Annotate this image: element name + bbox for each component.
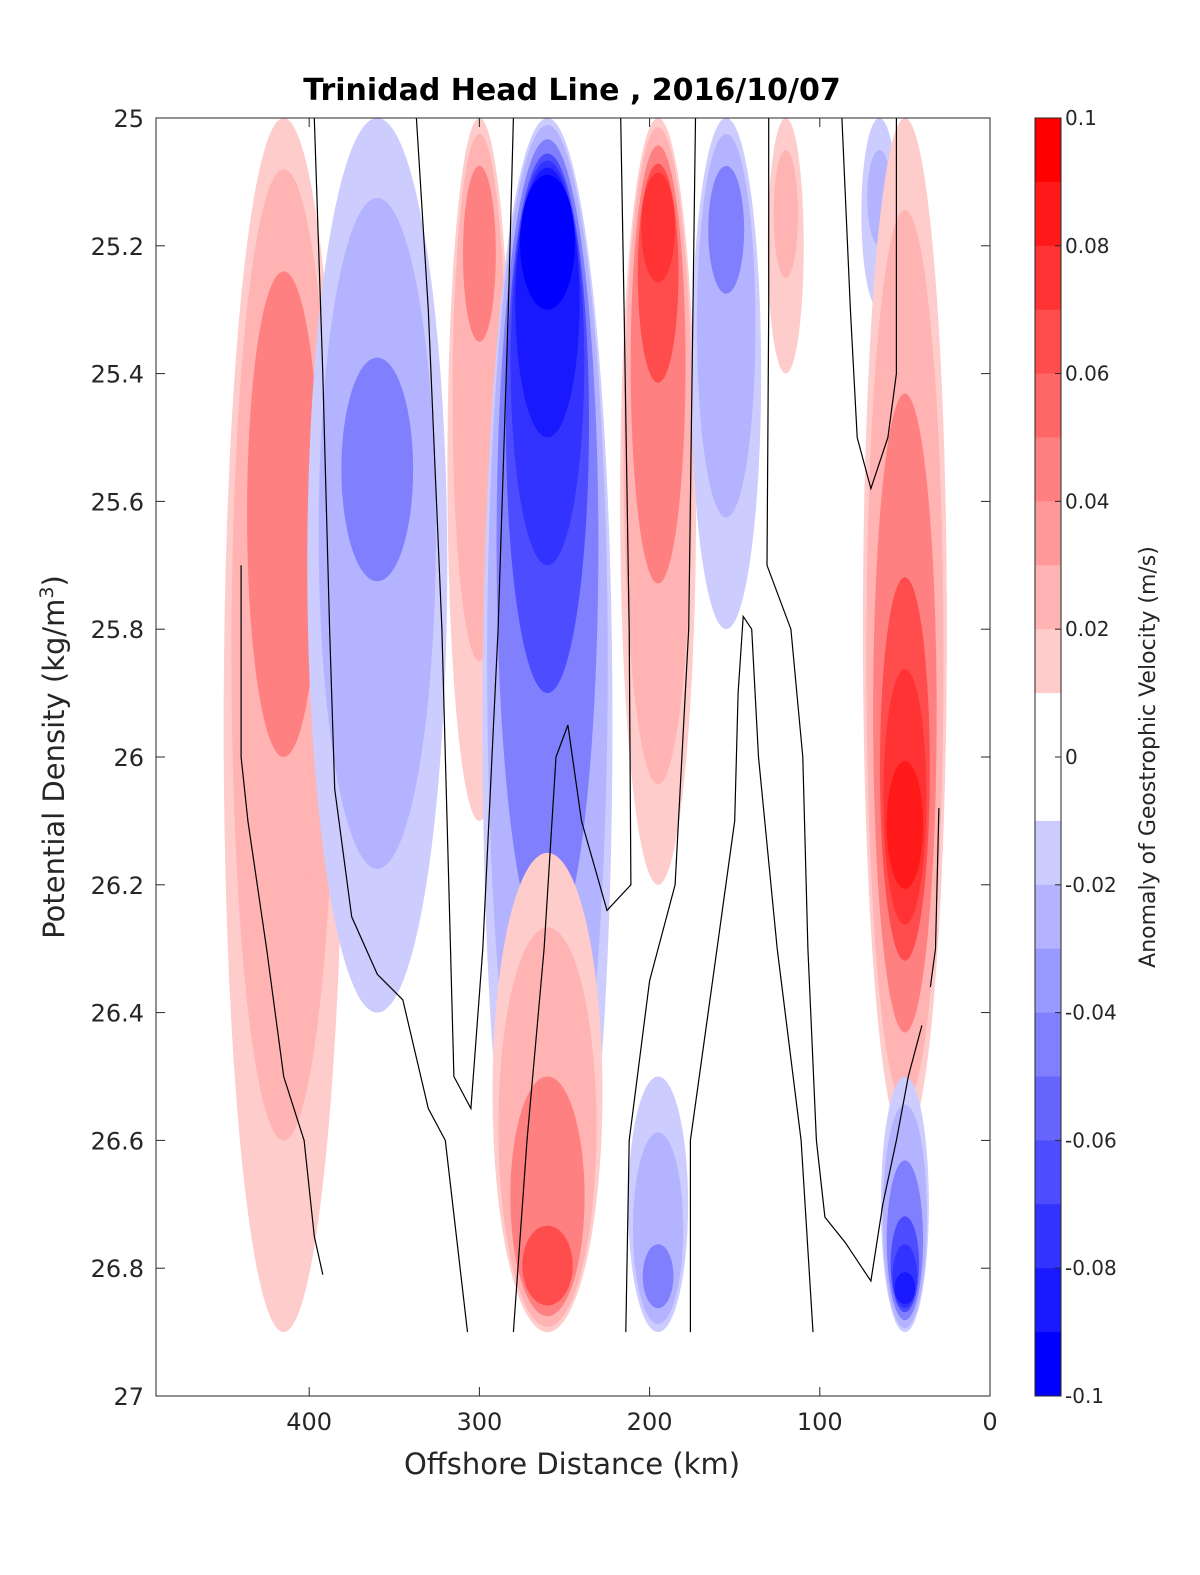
colorbar-tick-label: 0.04 bbox=[1065, 489, 1110, 513]
contour-level bbox=[462, 165, 496, 342]
y-axis: 25 25.2 25.4 25.6 25.8 26 26.2 26.4 26.6 26.8 27 bbox=[91, 105, 990, 1411]
zero-contour-line bbox=[625, 118, 697, 1333]
colorbar-segment bbox=[1035, 1140, 1061, 1205]
colorbar-segment bbox=[1035, 565, 1061, 630]
y-tick-label: 26.4 bbox=[91, 1000, 144, 1028]
anomaly-negative-core-50km-deep bbox=[880, 1076, 929, 1333]
anomaly-positive-core-260km-deep bbox=[492, 852, 603, 1333]
x-tick-label: 400 bbox=[286, 1408, 332, 1436]
anomaly-negative-band-155km bbox=[691, 118, 762, 630]
colorbar-segment bbox=[1035, 820, 1061, 886]
y-tick-label: 25.6 bbox=[91, 488, 144, 516]
y-tick-label: 26.8 bbox=[91, 1255, 144, 1283]
y-axis-label: Potential Density (kg/m3) bbox=[36, 575, 71, 939]
x-tick-label: 100 bbox=[797, 1408, 843, 1436]
colorbar-tick-label: 0.1 bbox=[1065, 106, 1097, 130]
anomaly-negative-band-195km-deep bbox=[628, 1076, 689, 1333]
contour-level bbox=[894, 1272, 916, 1305]
x-tick-label: 200 bbox=[627, 1408, 673, 1436]
y-axis-label-main: Potential Density (kg/m bbox=[37, 599, 71, 939]
chart-title: Trinidad Head Line , 2016/10/07 bbox=[303, 73, 840, 108]
contour-level bbox=[341, 357, 414, 582]
contour-level bbox=[642, 1244, 674, 1309]
y-axis-label-superscript: 3 bbox=[36, 586, 58, 598]
x-axis: 400 300 200 100 0 bbox=[286, 118, 998, 1436]
colorbar-segment bbox=[1035, 1204, 1061, 1269]
colorbar-segment bbox=[1035, 501, 1061, 566]
colorbar-segment bbox=[1035, 1268, 1061, 1333]
contour-level bbox=[708, 165, 745, 294]
colorbar-tick-label: 0.02 bbox=[1065, 617, 1110, 641]
colorbar-frame bbox=[1034, 117, 1062, 1397]
contour-level bbox=[520, 174, 575, 310]
x-tick-label: 300 bbox=[456, 1408, 502, 1436]
colorbar-segment bbox=[1035, 1332, 1061, 1397]
y-tick-label: 25.8 bbox=[91, 616, 144, 644]
colorbar-segment bbox=[1035, 693, 1061, 758]
anomaly-positive-band-120km bbox=[767, 118, 804, 374]
zero-contour-line bbox=[689, 614, 814, 1333]
y-tick-label: 27 bbox=[113, 1383, 144, 1411]
contour-level bbox=[641, 172, 675, 283]
colorbar-segment bbox=[1035, 1012, 1061, 1077]
colorbar-tick-label: 0.08 bbox=[1065, 234, 1110, 258]
colorbar-label: Anomaly of Geostrophic Velocity (m/s) bbox=[1136, 546, 1161, 968]
contour-level bbox=[886, 760, 924, 889]
colorbar-tick-label: 0.06 bbox=[1065, 362, 1110, 386]
y-tick-label: 26.6 bbox=[91, 1127, 144, 1155]
colorbar-segment bbox=[1035, 245, 1061, 311]
y-tick-label: 25.2 bbox=[91, 233, 144, 261]
x-tick-label: 0 bbox=[982, 1408, 997, 1436]
colorbar-segment bbox=[1035, 309, 1061, 375]
colorbar-segment bbox=[1035, 118, 1061, 183]
colorbar-segment bbox=[1035, 1076, 1061, 1141]
y-tick-label: 26 bbox=[113, 744, 144, 772]
colorbar-tick-label: 0 bbox=[1065, 745, 1078, 769]
colorbar-segment bbox=[1035, 948, 1061, 1014]
colorbar-segment bbox=[1035, 373, 1061, 438]
contour-level bbox=[522, 1225, 573, 1306]
anomaly-negative-band-360km bbox=[307, 118, 448, 1013]
zero-contour-line bbox=[415, 118, 514, 1111]
colorbar: 0.1 0.08 0.06 0.04 0.02 0 -0.02 -0.04 -0.06 -0.08… bbox=[1035, 106, 1117, 1408]
anomaly-positive-core-195km bbox=[620, 118, 697, 885]
colorbar-tick-label: -0.04 bbox=[1065, 1001, 1117, 1025]
colorbar-segment bbox=[1035, 884, 1061, 950]
plot-area bbox=[223, 118, 947, 1333]
colorbar-segment bbox=[1035, 757, 1061, 822]
anomaly-fields bbox=[223, 118, 947, 1333]
zero-contour-line bbox=[313, 118, 469, 1333]
zero-contours bbox=[240, 118, 940, 1333]
y-tick-label: 25.4 bbox=[91, 361, 144, 389]
zero-contour-line bbox=[512, 118, 632, 1333]
colorbar-segment bbox=[1035, 629, 1061, 694]
colorbar-segment bbox=[1035, 181, 1061, 247]
anomaly-positive-core-50km bbox=[862, 118, 947, 1141]
colorbar-tick-label: -0.02 bbox=[1065, 873, 1117, 897]
colorbar-tick-label: -0.08 bbox=[1065, 1256, 1117, 1280]
colorbar-segment bbox=[1035, 437, 1061, 502]
y-tick-label: 25 bbox=[113, 105, 144, 133]
contour-level bbox=[254, 322, 313, 566]
contour-level bbox=[773, 149, 798, 278]
zero-contour-line bbox=[929, 808, 940, 988]
y-tick-label: 26.2 bbox=[91, 872, 144, 900]
colorbar-tick-label: -0.06 bbox=[1065, 1128, 1117, 1152]
zero-contour-line bbox=[766, 118, 923, 1283]
colorbar-tick-label: -0.1 bbox=[1065, 1384, 1104, 1408]
zero-contour-line bbox=[240, 565, 324, 1275]
y-axis-label-close: ) bbox=[37, 575, 71, 586]
zero-contour-line bbox=[841, 118, 897, 491]
x-axis-label: Offshore Distance (km) bbox=[404, 1447, 740, 1481]
